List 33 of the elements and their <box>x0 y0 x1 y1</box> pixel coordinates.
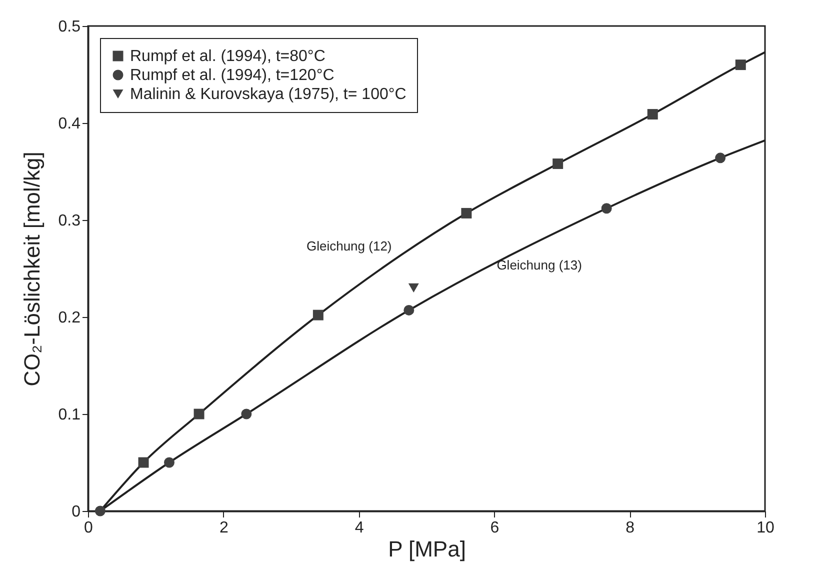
annotation: Gleichung (12) <box>306 238 392 254</box>
y-tick-label: 0.1 <box>58 406 81 424</box>
point <box>601 203 612 214</box>
x-tick-label: 8 <box>626 520 635 536</box>
y-axis-title: CO₂-Löslichkeit [mol/kg] <box>19 152 44 386</box>
legend-label: Rumpf et al. (1994), t=120°C <box>130 67 334 84</box>
point <box>408 283 419 292</box>
point <box>552 158 564 169</box>
point <box>94 506 106 516</box>
x-tick-label: 2 <box>219 520 228 536</box>
point <box>312 310 324 320</box>
y-tick-label: 0.5 <box>58 18 81 36</box>
point <box>404 304 414 316</box>
x-axis-title: P [MPa] <box>388 536 466 562</box>
point <box>164 457 174 468</box>
y-tick-label: 0.2 <box>58 310 81 326</box>
point <box>461 208 472 218</box>
x-tick-label: 0 <box>84 520 94 536</box>
x-tick-label: 4 <box>354 520 364 536</box>
x-tick-label: 10 <box>756 520 774 536</box>
y-tick-label: 0.4 <box>58 116 81 132</box>
y-tick-label: 0.3 <box>58 212 81 230</box>
legend-label: Malinin & Kurovskaya (1975), t= 100°C <box>130 86 406 103</box>
point <box>647 109 658 120</box>
point <box>735 60 746 70</box>
point <box>715 152 726 164</box>
y-tick-label: 0 <box>72 504 81 520</box>
legend-label: Rumpf et al. (1994), t=80°C <box>130 48 326 65</box>
point <box>241 408 252 420</box>
point <box>194 408 204 420</box>
annotation: Gleichung (13) <box>496 257 582 272</box>
x-tick-label: 6 <box>490 520 500 536</box>
point <box>138 457 149 468</box>
